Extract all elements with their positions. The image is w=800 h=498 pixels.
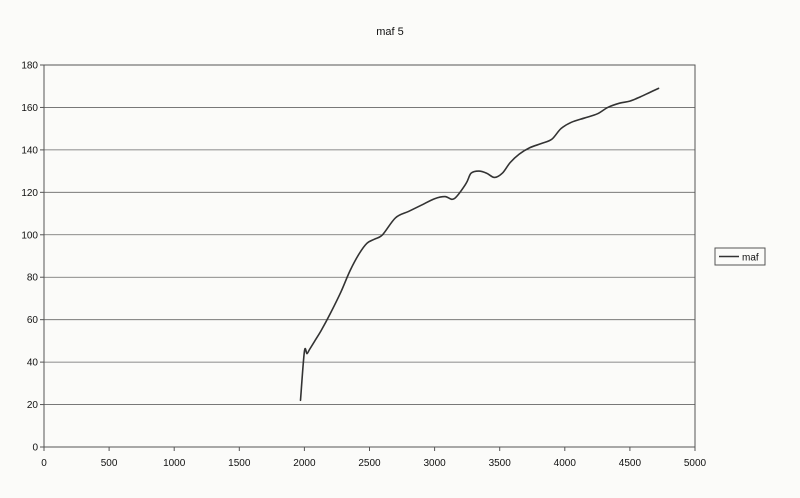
y-tick-label: 160 bbox=[21, 103, 38, 114]
x-tick-label: 500 bbox=[101, 458, 118, 469]
series-layer bbox=[299, 87, 660, 402]
x-axis: 0 500 1000 1500 2000 2500 3000 3500 4000 4500 5000 bbox=[41, 447, 707, 469]
y-tick-label: 100 bbox=[21, 230, 38, 241]
x-tick-label: 1500 bbox=[228, 458, 251, 469]
x-tick-label: 3500 bbox=[489, 458, 512, 469]
y-tick-label: 120 bbox=[21, 188, 38, 199]
x-tick-label: 3000 bbox=[423, 458, 446, 469]
chart-title: maf 5 bbox=[376, 26, 404, 38]
series-line-maf bbox=[299, 87, 660, 402]
x-tick-label: 0 bbox=[41, 458, 47, 469]
legend-label: maf bbox=[742, 253, 759, 264]
x-tick-label: 4000 bbox=[554, 458, 577, 469]
x-tick-label: 1000 bbox=[163, 458, 186, 469]
plot-area bbox=[43, 64, 696, 448]
y-tick-label: 0 bbox=[32, 443, 38, 454]
y-tick-label: 60 bbox=[27, 315, 39, 326]
x-tick-label: 2500 bbox=[358, 458, 381, 469]
y-tick-label: 40 bbox=[27, 358, 39, 369]
y-tick-label: 80 bbox=[27, 273, 39, 284]
y-tick-label: 180 bbox=[21, 61, 38, 72]
y-tick-label: 20 bbox=[27, 400, 39, 411]
legend-box bbox=[714, 247, 766, 266]
x-tick-label: 2000 bbox=[293, 458, 316, 469]
grid-layer bbox=[44, 107, 695, 405]
y-tick-label: 140 bbox=[21, 145, 38, 156]
y-axis: 0 20 40 60 80 100 120 140 160 180 bbox=[21, 61, 44, 454]
x-tick-label: 4500 bbox=[619, 458, 642, 469]
x-tick-label: 5000 bbox=[684, 458, 707, 469]
legend: maf bbox=[714, 247, 766, 266]
